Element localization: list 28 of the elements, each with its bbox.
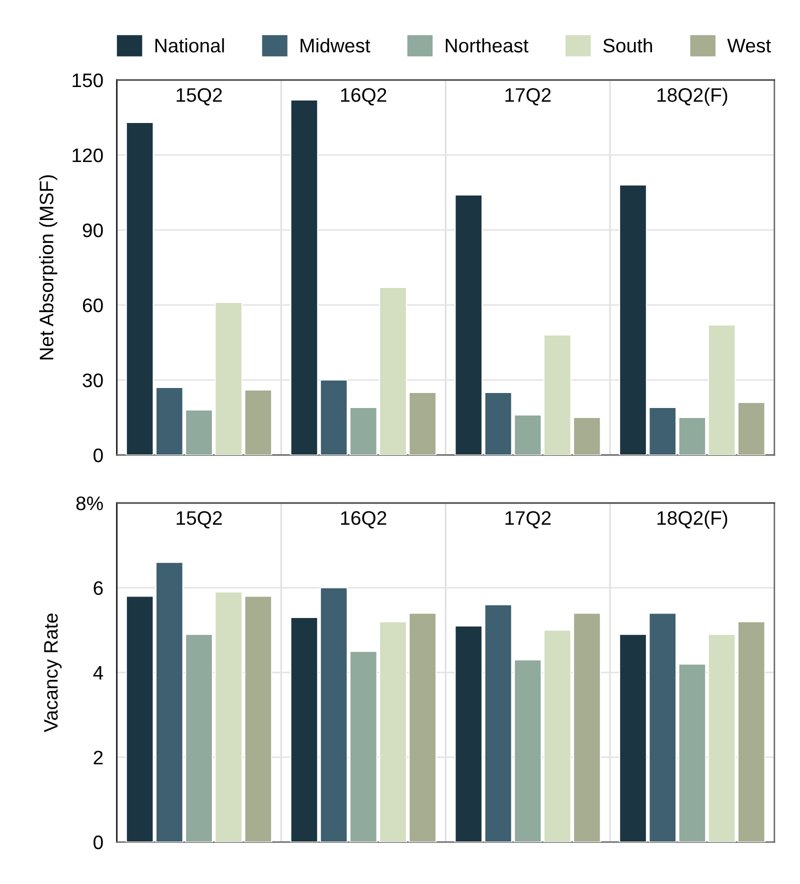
y-axis-title: Vacancy Rate [44,614,62,732]
x-tick-label: 16Q2 [341,511,386,528]
x-tick-label: 16Q2 [341,88,386,106]
legend-label: West [727,38,771,52]
bar [290,616,318,842]
y-axis-title: Net Absorption (MSF) [39,175,58,360]
y-tick-label: 4 [93,666,104,680]
y-tick-label: 120 [72,148,103,162]
legend-label: National [155,38,224,52]
y-tick-label: 30 [82,373,103,388]
y-tick-label: 150 [72,73,103,88]
y-tick-label: 2 [94,750,103,764]
legend-label: Midwest [300,38,370,52]
x-tick-label: 18Q2(F) [657,88,728,106]
x-tick-label: 18Q2(F) [657,510,728,529]
y-tick-label: 6 [94,581,103,595]
x-tick-label: 15Q2 [176,88,222,106]
legend-label: Northeast [446,38,528,52]
y-tick-label: 90 [82,223,103,238]
y-tick-label: 0 [94,835,103,850]
y-tick-label: 60 [82,298,103,312]
x-tick-label: 17Q2 [506,88,551,106]
y-tick-label: 8% [76,496,103,510]
bar [290,99,318,455]
legend-label: South [603,38,652,52]
x-tick-label: 17Q2 [506,511,551,528]
x-tick-label: 15Q2 [176,511,222,528]
y-tick-label: 0 [94,448,103,462]
